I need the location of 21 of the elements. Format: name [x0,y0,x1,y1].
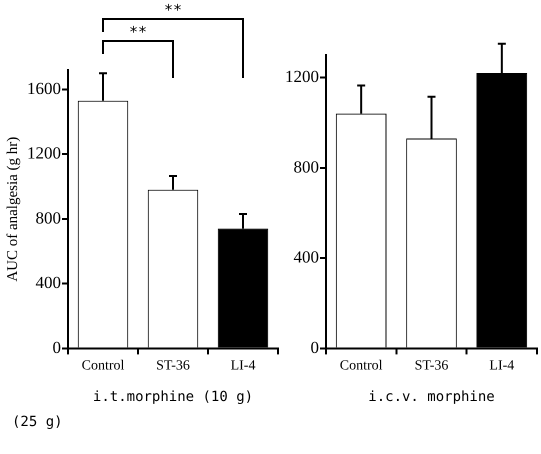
x-axis-title: i.t.morphine (10 g) [92,389,254,406]
y-tick-label: 0 [52,338,61,357]
y-tick-label: 800 [294,157,319,176]
x-tick-label: LI-4 [489,358,514,374]
text: ** [162,1,184,19]
text: (25 g) [12,414,63,430]
x-tick-label: ST-36 [156,358,190,374]
y-tick-label: 400 [36,273,61,292]
y-axis-title: AUC of analgesia (g hr) [4,136,21,282]
x-tick-label: ST-36 [414,358,448,374]
x-tick-label: Control [340,358,383,374]
x-axis-title: i.c.v. morphine [368,389,495,406]
y-tick-label: 1600 [27,78,61,98]
y-tick-label: 1200 [285,67,319,86]
y-tick-label: 0 [310,338,319,357]
text: ** [128,23,148,41]
y-tick-label: 800 [36,208,61,228]
y-tick-label: 1200 [27,144,61,163]
y-tick-label: 400 [294,248,319,267]
x-tick-label: Control [82,358,124,374]
x-tick-label: LI-4 [230,358,256,374]
